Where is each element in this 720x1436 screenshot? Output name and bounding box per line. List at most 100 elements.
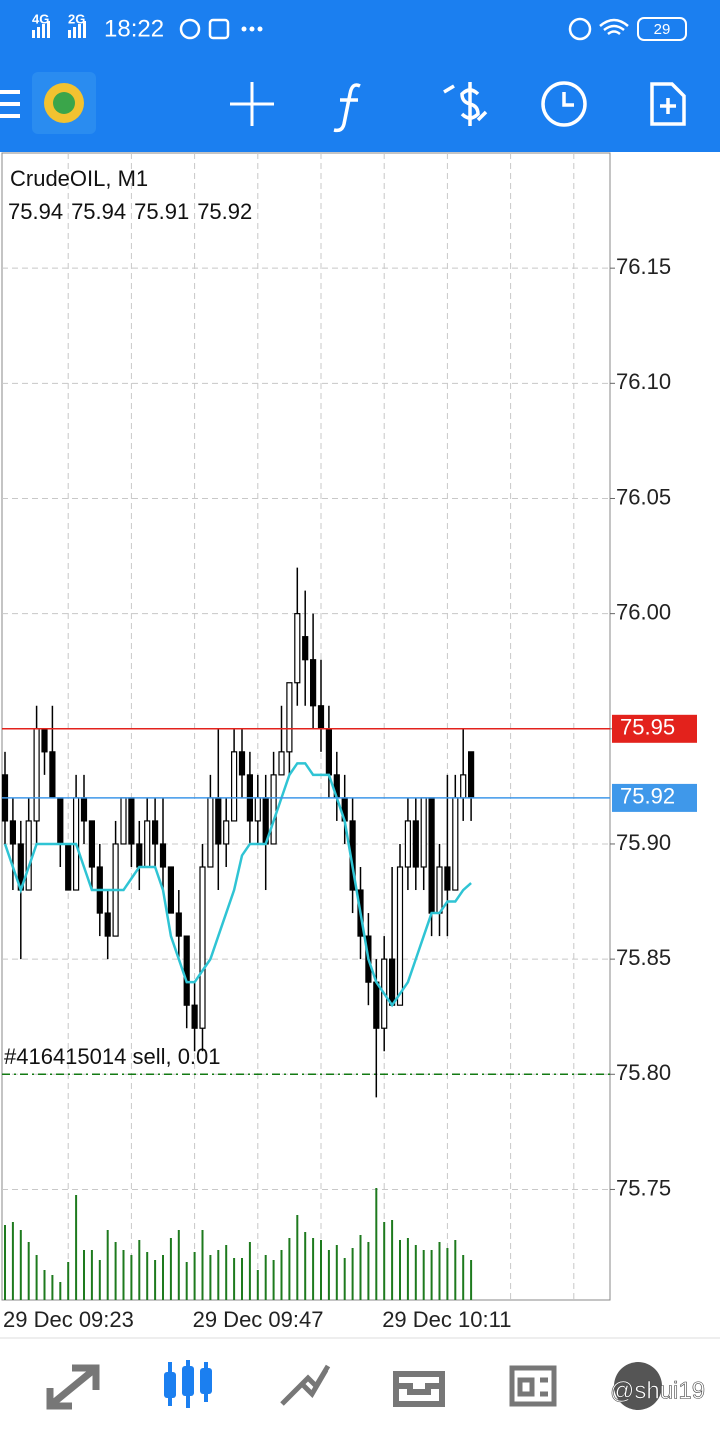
plot-area: [1, 152, 611, 1301]
volume-bar: [59, 1282, 62, 1300]
trade-button[interactable]: [443, 82, 488, 126]
candle-body: [33, 728, 40, 822]
y-tick-label: 76.00: [616, 599, 671, 624]
candle-body: [460, 774, 467, 799]
volume-bar: [256, 1270, 259, 1300]
candle-body: [270, 774, 277, 845]
candle-body: [167, 866, 174, 914]
moving-average: [3, 762, 472, 1008]
candle-body: [152, 820, 159, 845]
messages-tab[interactable]: [614, 1362, 662, 1410]
battery-level: 29: [654, 21, 671, 38]
volume-bar: [209, 1255, 212, 1300]
wifi-icon: [599, 18, 629, 36]
period-icon: [562, 92, 574, 107]
volume-bar: [83, 1250, 85, 1300]
volume-bar: [75, 1195, 78, 1300]
volume-bar: [470, 1260, 473, 1300]
y-tick-label: 75.90: [616, 830, 671, 855]
volume-bar: [399, 1240, 401, 1300]
order-label: #416415014 sell, 0.01: [4, 1044, 221, 1069]
x-tick-label: 29 Dec 09:23: [3, 1307, 134, 1332]
ohlc-readout: 75.94 75.94 75.91 75.92: [8, 199, 252, 224]
battery-icon: [637, 17, 687, 41]
volume-bar: [27, 1242, 30, 1300]
status-icon: [208, 18, 230, 40]
trade-tab[interactable]: [280, 1364, 331, 1406]
candle-body: [159, 843, 167, 868]
candle-body: [104, 912, 111, 937]
x-tick-label: 29 Dec 10:11: [382, 1307, 511, 1332]
candle-body: [238, 751, 246, 776]
x-tick-label: 29 Dec 09:47: [193, 1307, 324, 1332]
clock: 18:22: [104, 15, 164, 42]
crosshair-button[interactable]: [230, 82, 274, 126]
chart-tab[interactable]: [164, 1360, 212, 1408]
candle-body: [420, 797, 427, 868]
candle-body: [183, 935, 190, 1006]
candle-body: [278, 751, 285, 776]
volume-bar: [406, 1238, 409, 1300]
volume-bar: [138, 1240, 141, 1300]
app-logo-mark: [53, 92, 75, 114]
status-icon: [179, 18, 201, 40]
candle-body: [396, 866, 404, 1006]
candle-body: [468, 751, 475, 799]
volume-bar: [19, 1230, 22, 1300]
volume-bar: [122, 1250, 125, 1300]
new-order-button[interactable]: [650, 82, 686, 126]
candle-body: [223, 820, 230, 845]
candle-body: [191, 1004, 198, 1029]
volume-bar: [264, 1255, 267, 1300]
volume-bar: [446, 1248, 449, 1300]
news-tab[interactable]: [509, 1365, 557, 1407]
volume-bar: [367, 1242, 370, 1300]
volume-bar: [351, 1248, 354, 1300]
volume-bar: [43, 1270, 46, 1300]
watermark: @shui19: [610, 1377, 705, 1404]
candle-body: [49, 751, 56, 799]
volume-bar: [233, 1258, 236, 1300]
volume-bar: [154, 1260, 157, 1300]
candle-body: [325, 728, 332, 776]
volume-bar: [327, 1250, 330, 1300]
candle-body: [120, 797, 127, 845]
more-dots: [241, 26, 263, 32]
volume-bar: [312, 1238, 315, 1300]
price-tag-label: 75.92: [620, 784, 675, 809]
candle-body: [286, 682, 293, 753]
volume-bar: [177, 1230, 180, 1300]
indicators-button[interactable]: [333, 83, 361, 133]
volume-bar: [67, 1262, 70, 1300]
candle-body: [302, 636, 309, 661]
candle-body: [389, 958, 396, 1006]
candle-body: [207, 797, 214, 868]
volume-bar: [296, 1215, 299, 1300]
volume-bar: [90, 1250, 93, 1300]
period-button[interactable]: [541, 81, 587, 127]
menu-button[interactable]: [0, 90, 20, 118]
quotes-tab[interactable]: [46, 1364, 100, 1410]
ohlc-value: 75.92: [197, 199, 252, 224]
candle-body: [57, 797, 64, 845]
volume-bar: [343, 1258, 346, 1300]
volume-bar: [162, 1255, 164, 1300]
candle-body: [310, 659, 317, 707]
signal-icons: [32, 21, 86, 38]
candle-body: [25, 820, 32, 891]
candle-body: [428, 797, 435, 914]
history-tab[interactable]: [393, 1371, 445, 1407]
volume-bar: [391, 1220, 394, 1300]
y-tick-label: 76.05: [616, 484, 671, 509]
volume-bar: [98, 1260, 101, 1300]
chart-title: CrudeOIL, M1: [10, 166, 148, 191]
volume-bar: [193, 1252, 196, 1300]
volume-bar: [35, 1255, 38, 1300]
volume-bar: [4, 1225, 6, 1300]
ohlc-value: 75.94: [71, 199, 126, 224]
volume-bar: [430, 1250, 433, 1300]
network-label: 2G: [68, 11, 85, 26]
candle-body: [373, 981, 380, 1029]
candle-body: [215, 797, 222, 845]
